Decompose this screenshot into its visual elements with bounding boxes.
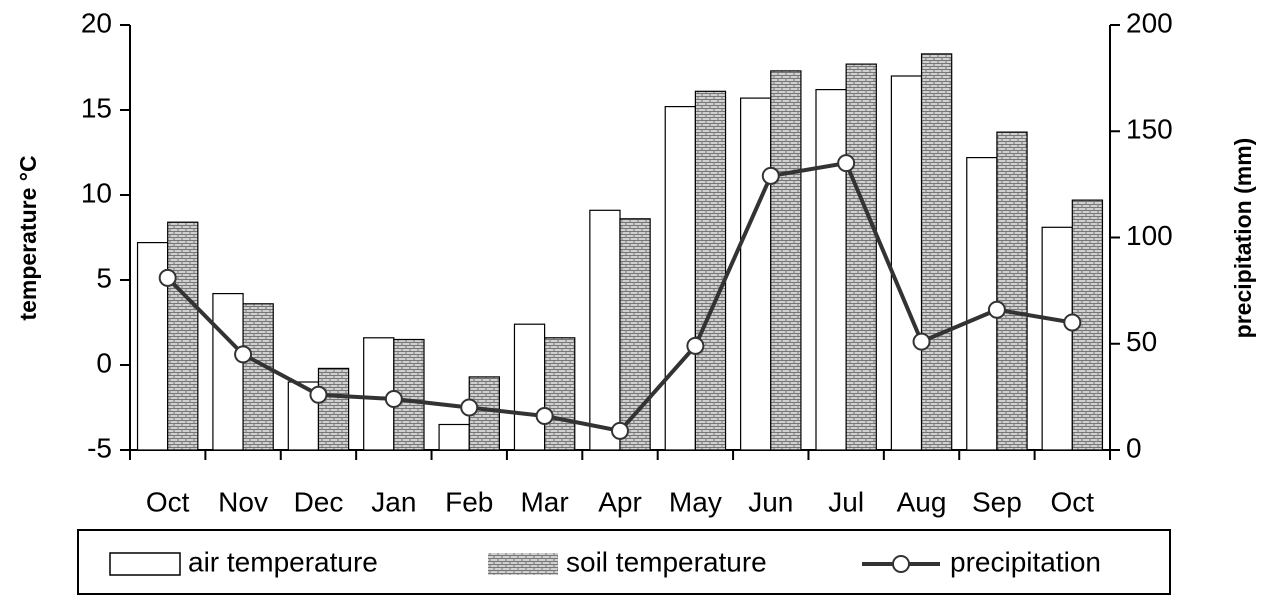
bar: [363, 337, 395, 451]
x-tick-label: Feb: [445, 486, 493, 517]
y-tick-label: 20: [81, 7, 112, 38]
y-tick-label: 15: [81, 92, 112, 123]
marker: [309, 385, 328, 404]
legend-label: soil temperature: [566, 546, 767, 577]
marker: [384, 390, 403, 408]
bar: [920, 53, 953, 451]
bar: [242, 303, 274, 451]
y2-tick-label: 150: [1126, 114, 1173, 145]
legend-marker: [892, 555, 910, 573]
bar: [845, 63, 877, 451]
y2-axis-title: precipitation (mm): [1230, 138, 1256, 339]
y2-tick-label: 0: [1126, 432, 1142, 463]
legend-label: air temperature: [188, 546, 378, 577]
legend-swatch: [488, 553, 558, 575]
bar: [1041, 226, 1073, 451]
marker: [912, 332, 931, 351]
marker: [158, 268, 177, 287]
x-tick-label: Jun: [748, 486, 793, 517]
x-tick-label: May: [669, 486, 722, 517]
y-tick-label: 10: [81, 177, 112, 208]
legend-label: precipitation: [950, 546, 1101, 577]
bar: [664, 105, 696, 451]
x-tick-label: Apr: [598, 486, 642, 517]
bar: [317, 367, 350, 451]
marker: [234, 345, 253, 364]
bar: [438, 423, 470, 451]
marker: [837, 154, 856, 173]
marker: [1063, 313, 1082, 332]
marker: [761, 166, 780, 185]
x-tick-label: Aug: [897, 486, 947, 517]
x-tick-label: Dec: [294, 486, 344, 517]
bar: [589, 209, 621, 451]
x-tick-label: Mar: [520, 486, 568, 517]
bar: [544, 337, 576, 451]
marker: [611, 421, 629, 440]
bar: [513, 323, 546, 451]
y2-tick-label: 200: [1126, 7, 1173, 38]
bar: [694, 90, 727, 451]
y2-tick-label: 50: [1126, 326, 1157, 357]
marker: [535, 407, 554, 425]
bar: [996, 131, 1028, 451]
bar: [212, 293, 244, 451]
marker: [686, 336, 705, 355]
x-tick-label: Jan: [371, 486, 416, 517]
x-tick-label: Nov: [218, 486, 268, 517]
bar: [770, 70, 802, 451]
y2-tick-label: 100: [1126, 220, 1173, 251]
y-axis-title: temperature °C: [15, 155, 41, 320]
y-tick-label: 0: [96, 347, 112, 378]
bar: [815, 88, 847, 451]
x-tick-label: Oct: [1051, 486, 1095, 517]
bar: [890, 75, 923, 451]
legend-swatch: [109, 552, 181, 576]
bar: [740, 97, 772, 451]
bar: [167, 221, 199, 451]
y-tick-label: 5: [96, 262, 112, 293]
y-tick-label: -5: [87, 432, 112, 463]
legend-box: [77, 529, 1171, 595]
x-tick-label: Jul: [828, 486, 864, 517]
marker: [987, 300, 1006, 319]
x-tick-label: Oct: [146, 486, 190, 517]
x-tick-label: Sep: [972, 486, 1022, 517]
marker: [460, 398, 479, 417]
